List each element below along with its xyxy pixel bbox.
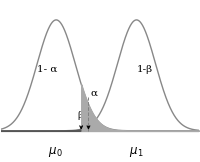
Text: 1- α: 1- α: [37, 65, 58, 74]
Text: 1-β: 1-β: [137, 65, 153, 74]
Text: β: β: [77, 111, 83, 120]
Text: α: α: [90, 88, 97, 97]
Text: $\mu_{\,1}$: $\mu_{\,1}$: [129, 145, 144, 159]
Text: $\mu_{\,0}$: $\mu_{\,0}$: [48, 145, 64, 159]
